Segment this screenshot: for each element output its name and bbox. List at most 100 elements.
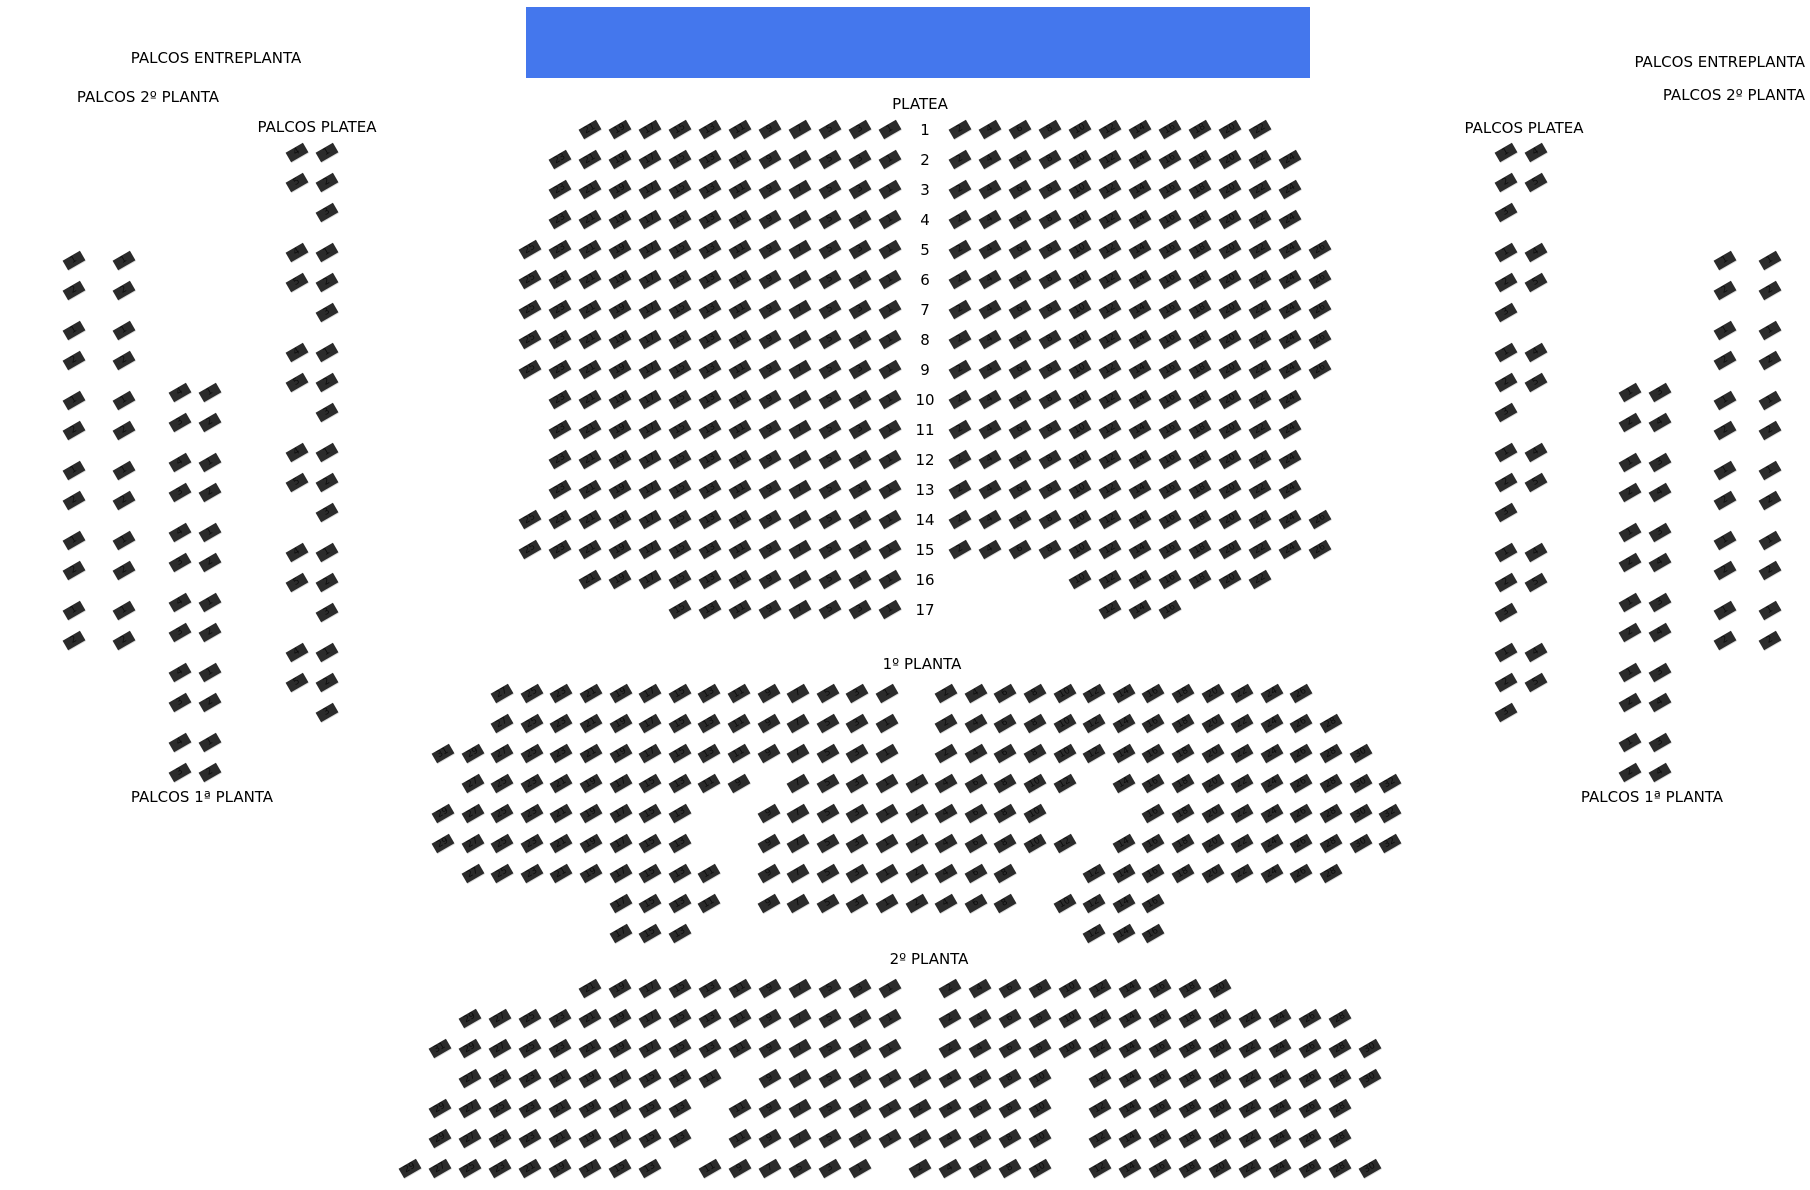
seat-1-planta-row-4-16[interactable]: 16 <box>1141 773 1165 794</box>
seat-palco-platea-right-box-6-1[interactable]: 1 <box>1494 642 1518 663</box>
seat-palco-platea-right-box-3-3[interactable]: 3 <box>1494 402 1518 423</box>
seat-2-planta-row-2-24[interactable]: 24 <box>1268 1008 1292 1029</box>
seat-1-planta-row-5-28[interactable]: 28 <box>1319 803 1343 824</box>
seat-platea-row-13-11[interactable]: 11 <box>728 479 752 500</box>
seat-platea-row-5-12[interactable]: 12 <box>1098 239 1122 260</box>
seat-1-planta-row-6-29[interactable]: 29 <box>431 833 455 854</box>
seat-platea-row-17-14[interactable]: 14 <box>1128 599 1152 620</box>
seat-1-planta-row-4-6[interactable]: 6 <box>964 773 988 794</box>
seat-2-planta-row-6-9[interactable]: 9 <box>758 1128 782 1149</box>
seat-platea-row-10-17[interactable]: 17 <box>638 389 662 410</box>
seat-platea-row-16-22[interactable]: 22 <box>1248 569 1272 590</box>
seat-palco-2-planta-right-box-4-1[interactable]: 1 <box>1758 460 1782 481</box>
seat-2-planta-row-3-10[interactable]: 10 <box>1058 1038 1082 1059</box>
seat-platea-row-1-11[interactable]: 11 <box>728 119 752 140</box>
seat-platea-row-6-17[interactable]: 17 <box>638 269 662 290</box>
seat-platea-row-2-9[interactable]: 9 <box>758 149 782 170</box>
seat-2-planta-row-2-12[interactable]: 12 <box>1088 1008 1112 1029</box>
seat-palco-platea-left-box-4-3[interactable]: 3 <box>315 502 339 523</box>
seat-1-planta-row-5-6[interactable]: 6 <box>964 803 988 824</box>
seat-1-planta-row-8-3[interactable]: 3 <box>845 893 869 914</box>
seat-1-planta-row-3-24[interactable]: 24 <box>1260 743 1284 764</box>
seat-palco-platea-right-box-3-1[interactable]: 1 <box>1494 342 1518 363</box>
seat-platea-row-2-22[interactable]: 22 <box>1248 149 1272 170</box>
seat-platea-row-1-1[interactable]: 1 <box>878 119 902 140</box>
seat-1-planta-row-6-16[interactable]: 16 <box>1141 833 1165 854</box>
seat-1-planta-row-7-22[interactable]: 22 <box>1230 863 1254 884</box>
seat-platea-row-11-20[interactable]: 20 <box>1218 419 1242 440</box>
seat-palco-2-planta-left-box-4-2[interactable]: 2 <box>62 490 86 511</box>
seat-2-planta-row-5-10[interactable]: 10 <box>1028 1098 1052 1119</box>
seat-platea-row-13-16[interactable]: 16 <box>1158 479 1182 500</box>
seat-1-planta-row-4-4[interactable]: 4 <box>934 773 958 794</box>
seat-platea-row-3-5[interactable]: 5 <box>818 179 842 200</box>
seat-1-planta-row-3-29[interactable]: 29 <box>461 743 485 764</box>
seat-platea-row-15-5[interactable]: 5 <box>818 539 842 560</box>
seat-1-planta-row-2-12[interactable]: 12 <box>1082 713 1106 734</box>
seat-1-planta-row-2-10[interactable]: 10 <box>1053 713 1077 734</box>
seat-1-planta-row-5-13[interactable]: 13 <box>668 803 692 824</box>
seat-1-planta-row-6-22[interactable]: 22 <box>1230 833 1254 854</box>
seat-palco-2-planta-right-box-6-2[interactable]: 2 <box>1713 630 1737 651</box>
seat-platea-row-5-6[interactable]: 6 <box>1008 239 1032 260</box>
seat-platea-row-9-8[interactable]: 8 <box>1038 359 1062 380</box>
seat-palco-1-planta-left-box-6-1[interactable]: 1 <box>198 732 222 753</box>
seat-palco-1-planta-right-box-5-4[interactable]: 4 <box>1648 692 1672 713</box>
seat-platea-row-6-1[interactable]: 1 <box>878 269 902 290</box>
seat-platea-row-3-19[interactable]: 19 <box>608 179 632 200</box>
seat-2-planta-row-1-6[interactable]: 6 <box>998 978 1022 999</box>
seat-platea-row-7-2[interactable]: 2 <box>948 299 972 320</box>
seat-1-planta-row-8-15[interactable]: 15 <box>638 893 662 914</box>
seat-platea-row-14-5[interactable]: 5 <box>818 509 842 530</box>
seat-platea-row-12-12[interactable]: 12 <box>1098 449 1122 470</box>
seat-1-planta-row-6-8[interactable]: 8 <box>993 833 1017 854</box>
seat-platea-row-3-22[interactable]: 22 <box>1248 179 1272 200</box>
seat-1-planta-row-8-8[interactable]: 8 <box>993 893 1017 914</box>
seat-palco-1-planta-left-box-6-4[interactable]: 4 <box>168 732 192 753</box>
seat-platea-row-7-6[interactable]: 6 <box>1008 299 1032 320</box>
seat-palco-1-planta-left-box-4-4[interactable]: 4 <box>168 592 192 613</box>
seat-1-planta-row-2-3[interactable]: 3 <box>845 713 869 734</box>
seat-2-planta-row-7-9[interactable]: 9 <box>728 1158 752 1179</box>
seat-platea-row-14-7[interactable]: 7 <box>788 509 812 530</box>
seat-platea-row-9-1[interactable]: 1 <box>878 359 902 380</box>
seat-platea-row-3-12[interactable]: 12 <box>1098 179 1122 200</box>
seat-palco-platea-right-box-5-4[interactable]: 4 <box>1524 542 1548 563</box>
seat-platea-row-11-10[interactable]: 10 <box>1068 419 1092 440</box>
seat-palco-platea-right-box-6-5[interactable]: 5 <box>1524 672 1548 693</box>
seat-1-planta-row-2-26[interactable]: 26 <box>1289 713 1313 734</box>
seat-platea-row-1-5[interactable]: 5 <box>818 119 842 140</box>
seat-platea-row-2-8[interactable]: 8 <box>1038 149 1062 170</box>
seat-1-planta-row-5-20[interactable]: 20 <box>1201 803 1225 824</box>
seat-palco-2-planta-left-box-2-1[interactable]: 1 <box>112 320 136 341</box>
seat-platea-row-3-9[interactable]: 9 <box>758 179 782 200</box>
seat-platea-row-4-23[interactable]: 23 <box>548 209 572 230</box>
seat-2-planta-row-3-4[interactable]: 4 <box>968 1038 992 1059</box>
seat-2-planta-row-4-9[interactable]: 9 <box>758 1068 782 1089</box>
seat-palco-2-planta-right-box-4-1[interactable]: 1 <box>1713 460 1737 481</box>
seat-platea-row-2-10[interactable]: 10 <box>1068 149 1092 170</box>
seat-2-planta-row-2-28[interactable]: 28 <box>1328 1008 1352 1029</box>
seat-1-planta-row-5-15[interactable]: 15 <box>638 803 662 824</box>
seat-1-planta-row-6-26[interactable]: 26 <box>1289 833 1313 854</box>
seat-platea-row-4-18[interactable]: 18 <box>1188 209 1212 230</box>
seat-platea-row-6-14[interactable]: 14 <box>1128 269 1152 290</box>
seat-1-planta-row-4-3[interactable]: 3 <box>845 773 869 794</box>
seat-platea-row-4-3[interactable]: 3 <box>848 209 872 230</box>
seat-palco-2-planta-left-box-1-2[interactable]: 2 <box>62 280 86 301</box>
seat-1-planta-row-5-19[interactable]: 19 <box>579 803 603 824</box>
seat-platea-row-9-17[interactable]: 17 <box>638 359 662 380</box>
seat-1-planta-row-6-10[interactable]: 10 <box>1023 833 1047 854</box>
seat-platea-row-8-21[interactable]: 21 <box>578 329 602 350</box>
seat-2-planta-row-5-8[interactable]: 8 <box>998 1098 1022 1119</box>
seat-platea-row-10-5[interactable]: 5 <box>818 389 842 410</box>
seat-platea-row-16-21[interactable]: 21 <box>578 569 602 590</box>
seat-2-planta-row-1-5[interactable]: 5 <box>818 978 842 999</box>
seat-platea-row-9-11[interactable]: 11 <box>728 359 752 380</box>
seat-platea-row-17-7[interactable]: 7 <box>788 599 812 620</box>
seat-2-planta-row-6-10[interactable]: 10 <box>1028 1128 1052 1149</box>
seat-2-planta-row-5-27[interactable]: 27 <box>458 1098 482 1119</box>
seat-1-planta-row-3-19[interactable]: 19 <box>609 743 633 764</box>
seat-palco-1-planta-right-box-3-3[interactable]: 3 <box>1648 522 1672 543</box>
seat-1-planta-row-3-23[interactable]: 23 <box>549 743 573 764</box>
